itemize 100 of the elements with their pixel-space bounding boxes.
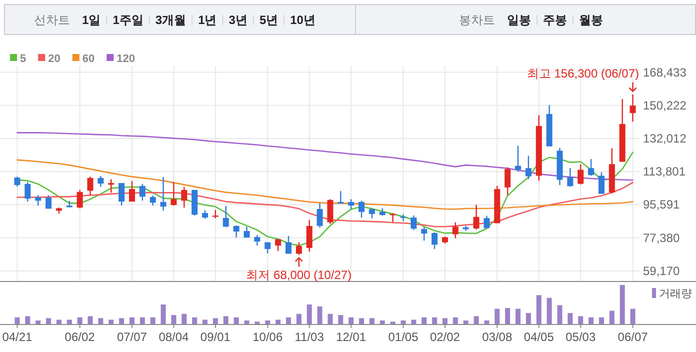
bar <box>119 318 124 324</box>
candlestick <box>421 226 428 242</box>
bar <box>588 317 594 324</box>
x-tick-label: 05/03 <box>566 330 596 344</box>
candlestick <box>254 234 260 246</box>
y-tick-label: 59,170 <box>643 264 680 278</box>
bar <box>505 308 510 324</box>
bar <box>98 318 104 324</box>
bar <box>212 318 218 324</box>
y-tick-label: 95,591 <box>643 198 680 212</box>
bar <box>202 320 208 324</box>
candlestick <box>504 166 511 196</box>
bar <box>369 318 374 324</box>
bar <box>192 317 198 324</box>
x-tick-label: 06/02 <box>64 330 96 344</box>
bar <box>609 310 614 324</box>
candlestick <box>35 194 42 206</box>
bar <box>129 317 134 324</box>
bar <box>88 316 93 324</box>
candlestick <box>46 194 52 210</box>
y-tick-label: 150,222 <box>643 98 687 112</box>
candlestick <box>452 222 458 239</box>
candlestick <box>285 235 292 254</box>
annotation: 최고 156,300 (06/07) <box>526 66 639 80</box>
x-tick-label: 02/02 <box>430 330 460 344</box>
x-tick-label: 04/21 <box>2 330 33 344</box>
bar <box>286 317 291 324</box>
candlestick <box>358 200 365 218</box>
bar <box>546 298 552 324</box>
category-label: 3개월 <box>155 13 186 27</box>
bar <box>348 317 354 324</box>
bar <box>171 315 176 324</box>
x-tick-label: 08/04 <box>158 330 190 344</box>
candlestick <box>327 198 334 225</box>
candlestick <box>567 168 574 188</box>
candlestick <box>24 181 31 202</box>
x-tick-label: 04/05 <box>524 330 554 344</box>
bar <box>56 320 62 324</box>
category-label: 1년 <box>198 13 217 27</box>
category-label: 주봉 <box>543 13 567 27</box>
category-label: 3년 <box>228 13 248 27</box>
annotation: 최저 68,000 (10/27) <box>246 268 352 282</box>
candlestick <box>181 186 188 208</box>
y-tick-label: 77,380 <box>643 230 680 245</box>
candlestick <box>160 176 166 212</box>
bar <box>150 317 156 324</box>
candlestick <box>98 175 104 188</box>
candlestick <box>316 202 323 228</box>
bar <box>432 317 438 324</box>
bar <box>400 320 406 324</box>
candlestick <box>139 183 146 202</box>
candlestick <box>170 181 177 206</box>
bar <box>557 305 562 324</box>
candlestick <box>578 164 584 186</box>
x-tick-label: 11/03 <box>294 330 324 344</box>
bar <box>494 308 500 324</box>
category-label: 봉차트 <box>459 13 495 27</box>
y-tick-label: 132,012 <box>643 131 687 146</box>
bar <box>484 320 490 324</box>
legend-label: 5 <box>20 53 26 65</box>
candlestick <box>515 145 522 172</box>
x-tick-label: 01/05 <box>388 330 419 344</box>
bar <box>536 295 542 324</box>
candlestick <box>296 242 302 256</box>
y-tick-label: 113,801 <box>643 164 686 179</box>
candlestick <box>14 176 20 188</box>
candlestick <box>128 180 135 202</box>
bar <box>380 320 385 324</box>
candlestick <box>348 198 354 210</box>
candlestick <box>76 189 83 209</box>
legend-label: 20 <box>48 53 60 65</box>
candlestick <box>108 178 114 194</box>
bar <box>317 306 322 324</box>
candlestick <box>222 205 229 228</box>
bar <box>359 318 364 324</box>
candlestick <box>432 232 438 250</box>
bar <box>223 316 228 324</box>
bar <box>265 320 270 324</box>
candlestick <box>306 219 312 252</box>
candlestick <box>400 214 406 222</box>
candlestick <box>87 176 94 196</box>
bar <box>14 317 20 324</box>
bar <box>578 316 584 324</box>
category-label: 1일 <box>82 13 101 27</box>
legend-label: 60 <box>82 53 95 65</box>
category-label: 10년 <box>290 13 316 27</box>
x-tick-label: 10/06 <box>252 330 283 344</box>
bar <box>620 285 625 324</box>
bar <box>36 320 41 324</box>
candlestick <box>338 190 344 204</box>
bar <box>296 314 302 324</box>
category-label: 5년 <box>259 13 278 27</box>
bar <box>244 320 250 324</box>
y-tick-label: 168,433 <box>643 65 687 80</box>
candlestick <box>473 204 480 230</box>
bar <box>422 317 427 324</box>
bar <box>25 316 30 324</box>
legend-label: 120 <box>116 53 135 65</box>
candlestick <box>484 215 490 229</box>
bar <box>442 318 448 324</box>
